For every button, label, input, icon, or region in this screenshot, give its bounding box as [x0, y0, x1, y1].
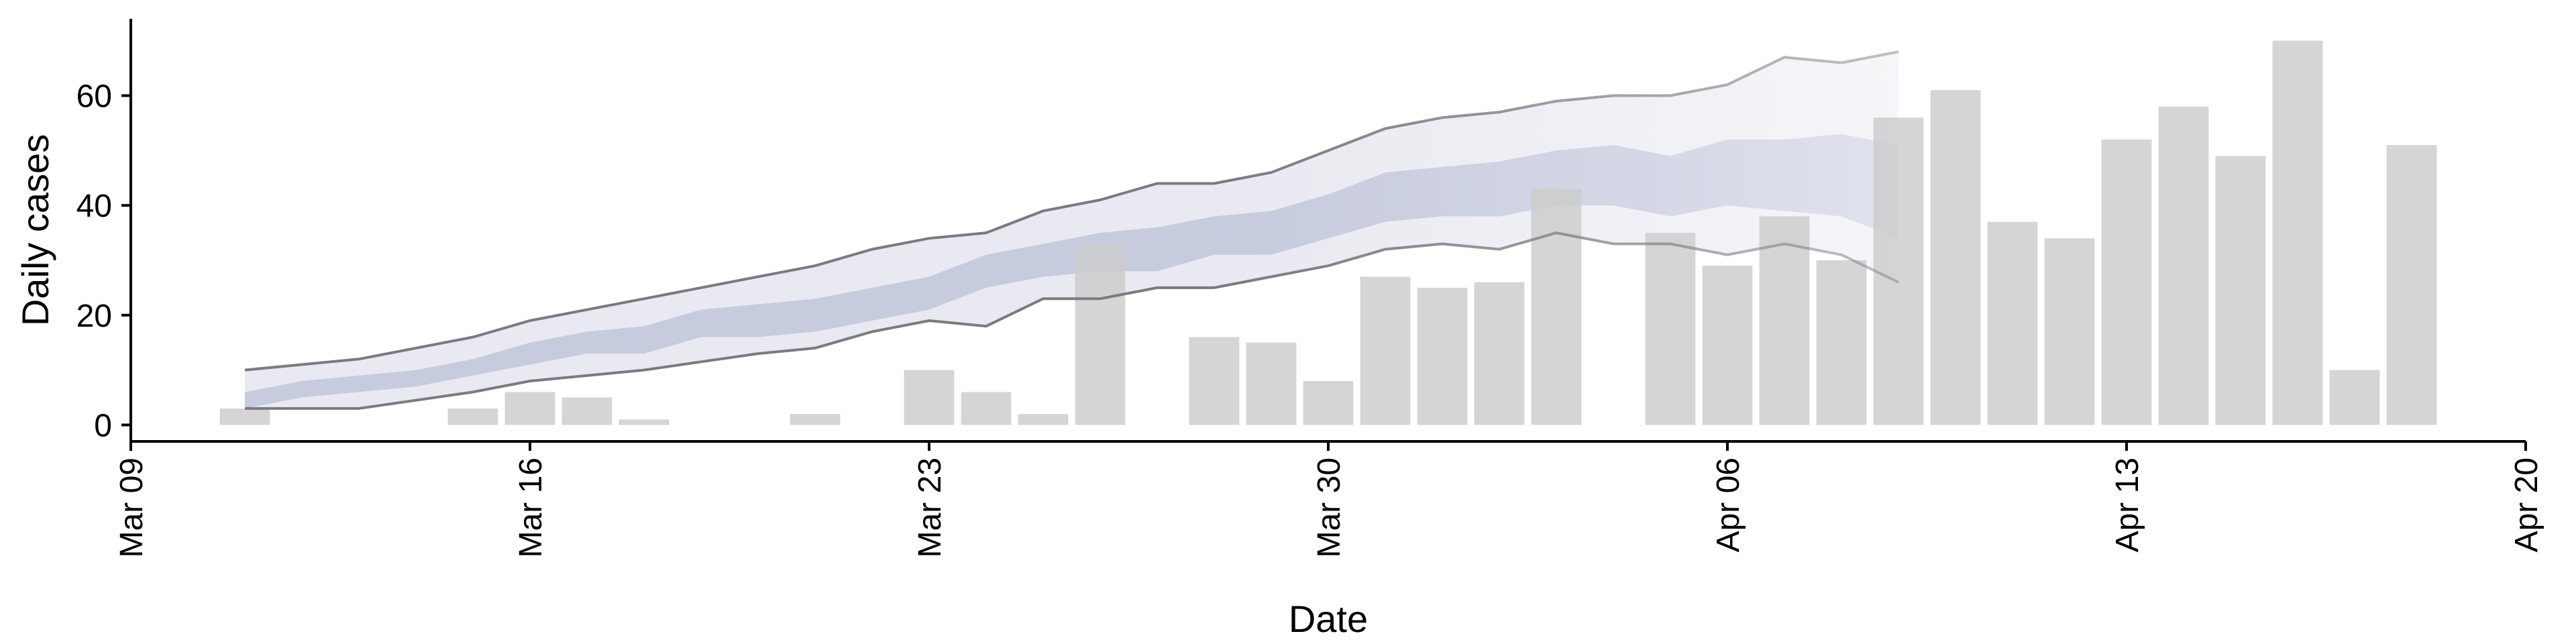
- case-bar: [1531, 189, 1582, 425]
- case-bar: [1417, 287, 1468, 425]
- x-tick-label: Mar 23: [912, 458, 948, 557]
- case-bar: [2044, 238, 2095, 425]
- x-tick-label: Apr 20: [2509, 458, 2544, 552]
- outer-interval-band: [245, 52, 1898, 409]
- case-bar: [447, 408, 498, 425]
- x-tick-label: Apr 13: [2110, 458, 2145, 552]
- y-tick-label: 60: [76, 79, 112, 115]
- y-tick-label: 0: [94, 408, 112, 443]
- x-tick-label: Mar 30: [1311, 458, 1347, 557]
- case-bar: [561, 397, 612, 425]
- case-bar: [2329, 370, 2380, 425]
- uncertainty-bands: [245, 52, 1898, 409]
- case-bar: [1018, 414, 1069, 425]
- inner-interval-band: [245, 133, 1898, 409]
- case-bar: [1816, 260, 1867, 425]
- outer-upper-line: [244, 50, 1899, 372]
- case-bar: [1987, 221, 2038, 425]
- interval-lines: [244, 50, 1899, 410]
- daily-case-bars: [219, 40, 2437, 425]
- case-bar: [1702, 266, 1753, 425]
- case-bar: [904, 370, 955, 425]
- case-bar: [504, 392, 555, 425]
- x-tick-label: Apr 06: [1711, 458, 1746, 552]
- case-bar: [1930, 90, 1981, 425]
- case-bar: [1303, 381, 1354, 425]
- case-bar: [619, 419, 669, 425]
- y-tick-label: 20: [76, 299, 112, 334]
- axes: 0 20 40 60 Mar 09 Mar 16 Mar 23 Mar 30 Apr 06 Apr…: [76, 19, 2544, 557]
- case-bar: [1759, 216, 1810, 425]
- case-bar: [1360, 276, 1411, 425]
- case-bar: [2215, 156, 2266, 425]
- x-axis-title: Date: [1289, 598, 1368, 640]
- case-bar: [219, 408, 270, 425]
- case-bar: [1474, 282, 1525, 425]
- case-bar: [1645, 233, 1696, 425]
- case-bar: [790, 414, 841, 425]
- case-bar: [2272, 40, 2323, 425]
- case-bar: [1189, 337, 1240, 425]
- x-tick-label: Mar 09: [114, 458, 150, 557]
- outer-lower-line: [245, 231, 1899, 410]
- case-bar: [1873, 117, 1924, 425]
- case-bar: [2386, 145, 2437, 425]
- case-bar: [1075, 244, 1126, 425]
- y-axis-title: Daily cases: [14, 134, 56, 326]
- case-bar: [2158, 106, 2209, 425]
- case-bar: [961, 392, 1012, 425]
- x-tick-label: Mar 16: [513, 458, 549, 557]
- y-tick-label: 40: [76, 189, 112, 224]
- case-bar: [1246, 342, 1297, 425]
- case-bar: [2101, 140, 2152, 425]
